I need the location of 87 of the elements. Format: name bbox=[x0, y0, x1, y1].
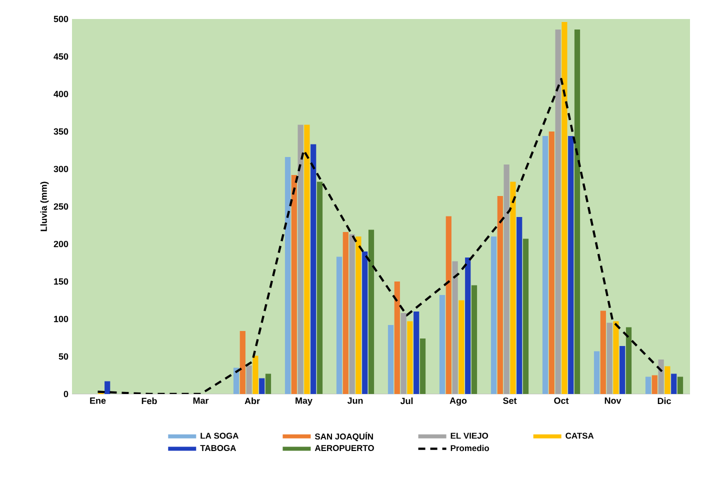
x-tick-label: Ene bbox=[90, 398, 106, 404]
bar bbox=[316, 182, 323, 394]
bar bbox=[504, 164, 510, 394]
bar bbox=[265, 374, 272, 394]
bar bbox=[542, 136, 548, 394]
bar bbox=[446, 216, 452, 394]
y-tick-label: 50 bbox=[58, 353, 68, 360]
bar bbox=[362, 252, 368, 394]
bar bbox=[555, 29, 561, 394]
bar bbox=[252, 356, 258, 394]
bar bbox=[349, 234, 355, 394]
y-tick-label: 0 bbox=[64, 390, 68, 398]
bar bbox=[458, 300, 464, 394]
bar bbox=[414, 312, 420, 394]
bar bbox=[356, 236, 362, 394]
y-tick-label: 200 bbox=[54, 240, 68, 248]
bar bbox=[600, 310, 606, 394]
legend-label: CATSA bbox=[566, 432, 594, 439]
bar bbox=[664, 366, 670, 394]
line-series bbox=[96, 78, 666, 394]
y-tick-label: 100 bbox=[54, 316, 68, 322]
bar bbox=[233, 368, 240, 394]
bar bbox=[658, 360, 664, 394]
bar bbox=[400, 313, 406, 394]
x-tick-label: Oct bbox=[554, 398, 569, 404]
bar bbox=[284, 157, 291, 394]
bar bbox=[452, 261, 458, 394]
x-tick-label: May bbox=[296, 398, 312, 406]
bar bbox=[562, 22, 568, 394]
bar bbox=[574, 29, 580, 394]
bar bbox=[298, 124, 304, 394]
bar bbox=[510, 182, 516, 394]
y-tick-label: 150 bbox=[54, 278, 68, 285]
legend-label: EL VIEJO bbox=[450, 432, 488, 439]
bar bbox=[407, 321, 413, 394]
bar bbox=[671, 374, 677, 394]
bar bbox=[104, 381, 110, 394]
x-tick-label: Set bbox=[503, 398, 517, 404]
y-tick-label: 500 bbox=[54, 16, 68, 22]
y-axis-title: Lluvia (mm) bbox=[40, 182, 49, 232]
bar bbox=[626, 327, 632, 394]
bar bbox=[259, 378, 265, 394]
x-tick-label: Ago bbox=[450, 398, 467, 406]
y-tick-label: 400 bbox=[54, 90, 68, 98]
bar bbox=[490, 236, 497, 394]
bar bbox=[516, 217, 522, 394]
y-tick-label: 300 bbox=[54, 166, 68, 172]
x-tick-label: Feb bbox=[142, 398, 157, 404]
bar bbox=[677, 376, 684, 394]
bar bbox=[420, 338, 426, 394]
x-tick-label: Jun bbox=[347, 398, 363, 404]
bar bbox=[594, 351, 600, 394]
bar bbox=[522, 238, 529, 394]
x-tick-label: Jul bbox=[400, 398, 413, 404]
bar bbox=[336, 256, 342, 394]
bar bbox=[606, 322, 612, 394]
legend-label: Promedio bbox=[450, 444, 490, 452]
y-tick-label: 250 bbox=[54, 203, 68, 210]
bar bbox=[304, 124, 310, 394]
bar bbox=[368, 230, 374, 394]
bar bbox=[497, 196, 503, 394]
x-tick-label: Mar bbox=[193, 398, 209, 404]
legend-label: LA SOGA bbox=[200, 432, 238, 439]
bar bbox=[471, 285, 478, 394]
bar bbox=[310, 144, 316, 394]
legend-label: AEROPUERTO bbox=[314, 445, 374, 452]
bar bbox=[394, 282, 400, 394]
bar bbox=[465, 258, 471, 394]
bar bbox=[613, 321, 619, 394]
bar bbox=[388, 325, 394, 394]
bar bbox=[652, 375, 658, 394]
legend-label: SAN JOAQUÍN bbox=[314, 432, 373, 442]
bar bbox=[246, 366, 252, 394]
bar bbox=[439, 295, 446, 394]
bar bbox=[620, 346, 626, 394]
bar bbox=[240, 331, 246, 394]
x-tick-label: Abr bbox=[244, 398, 260, 404]
bar bbox=[568, 136, 574, 394]
bar bbox=[342, 232, 348, 394]
y-tick-label: 450 bbox=[54, 53, 68, 60]
x-tick-label: Dic bbox=[658, 398, 671, 404]
bar bbox=[645, 376, 652, 394]
x-tick-label: Nov bbox=[604, 398, 622, 404]
bar bbox=[291, 175, 297, 394]
legend-label: TABOGA bbox=[200, 445, 236, 452]
y-tick-label: 350 bbox=[54, 128, 68, 135]
bar bbox=[548, 132, 554, 394]
